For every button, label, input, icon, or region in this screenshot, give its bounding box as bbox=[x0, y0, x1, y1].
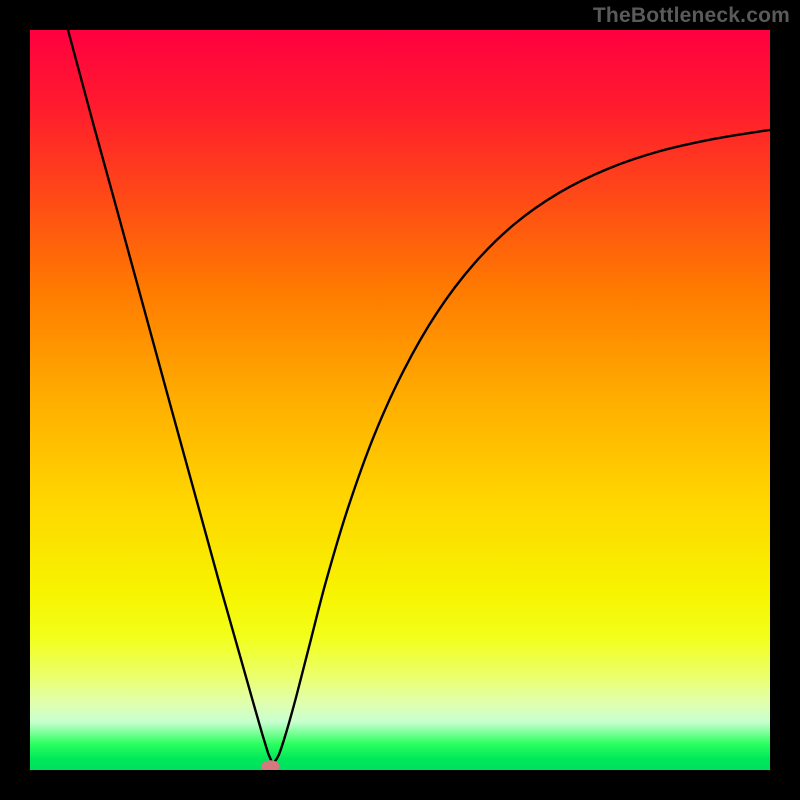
curve-minimum-marker bbox=[262, 760, 280, 772]
bottleneck-curve-chart bbox=[0, 0, 800, 800]
watermark-text: TheBottleneck.com bbox=[593, 4, 790, 28]
chart-stage: TheBottleneck.com bbox=[0, 0, 800, 800]
plot-background-gradient bbox=[30, 30, 770, 770]
